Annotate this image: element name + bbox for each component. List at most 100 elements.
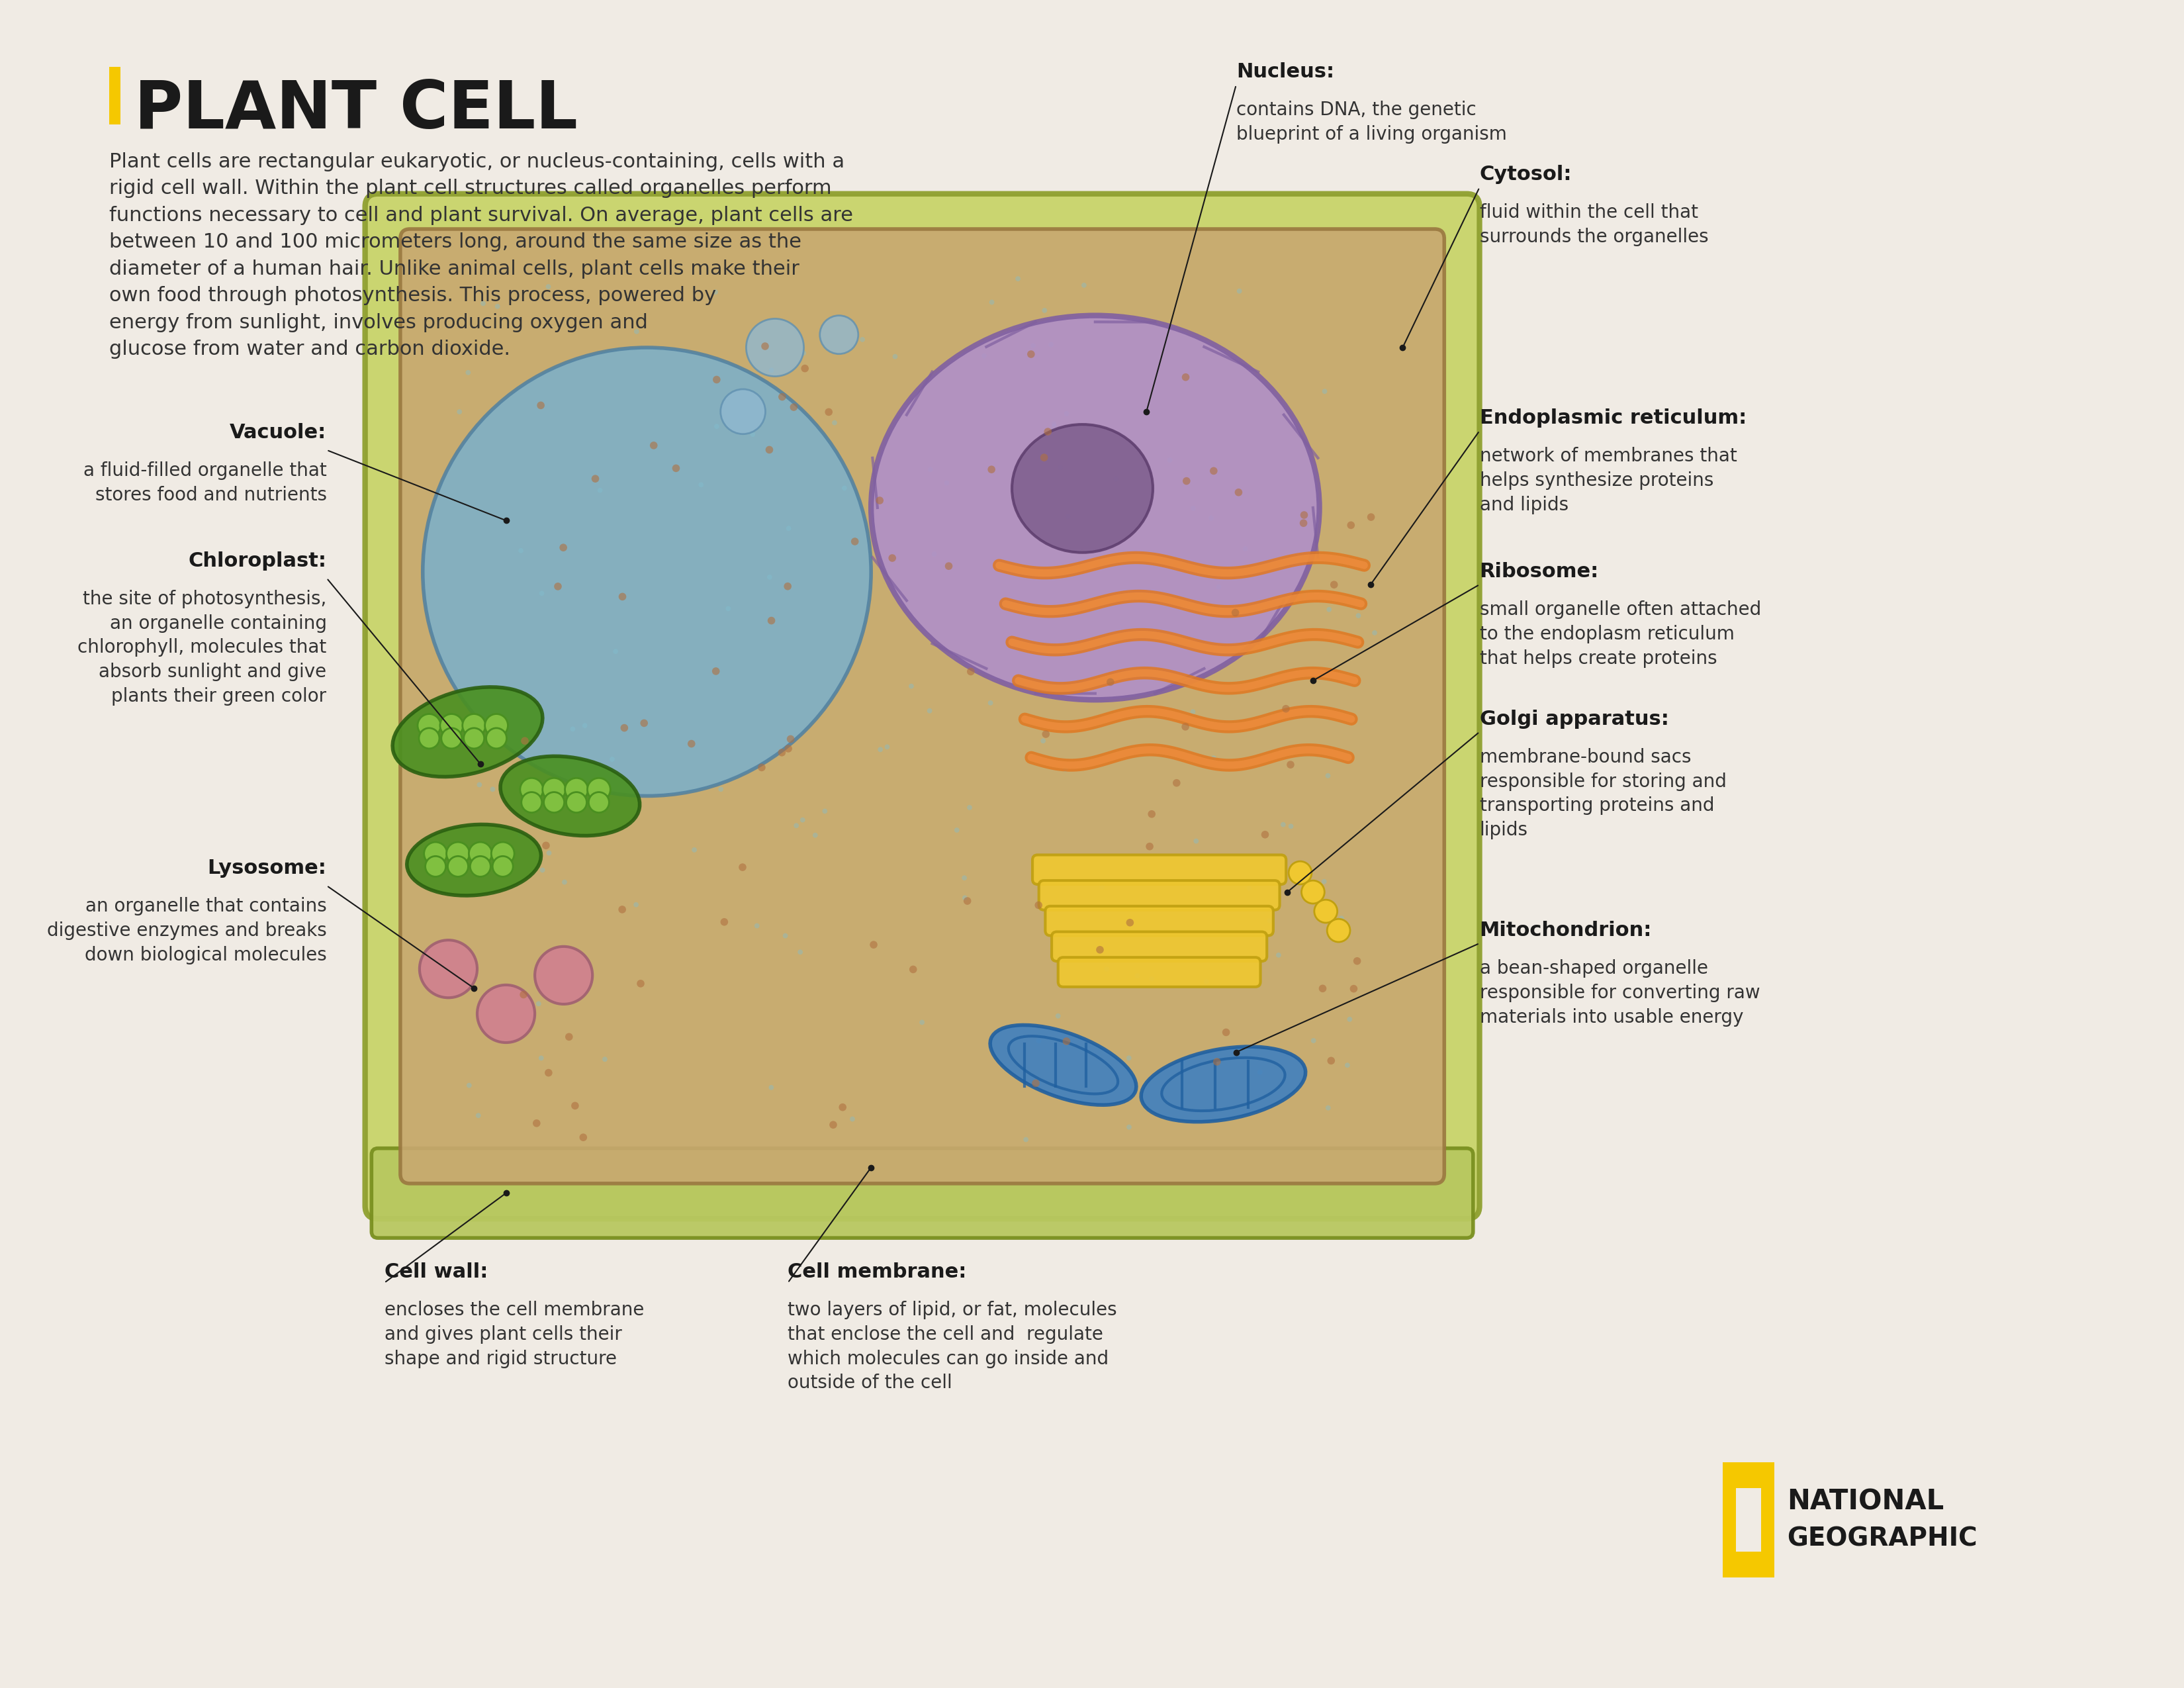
Circle shape (476, 1112, 480, 1117)
Ellipse shape (989, 1025, 1136, 1106)
FancyBboxPatch shape (371, 1148, 1472, 1237)
Circle shape (561, 879, 568, 885)
Circle shape (1282, 706, 1291, 712)
Circle shape (476, 984, 535, 1043)
Circle shape (747, 319, 804, 376)
Circle shape (539, 591, 544, 596)
Circle shape (592, 474, 598, 483)
Circle shape (640, 719, 649, 728)
Circle shape (463, 714, 485, 738)
Circle shape (878, 748, 882, 753)
Circle shape (968, 805, 972, 810)
Circle shape (618, 592, 627, 601)
Circle shape (441, 728, 461, 748)
Circle shape (769, 1085, 773, 1090)
Circle shape (793, 824, 799, 829)
Circle shape (1105, 967, 1109, 972)
Circle shape (638, 979, 644, 987)
Circle shape (1035, 1038, 1042, 1043)
Ellipse shape (393, 687, 542, 776)
Circle shape (1372, 630, 1378, 635)
Circle shape (799, 817, 806, 822)
Circle shape (1249, 645, 1254, 650)
Circle shape (1053, 424, 1057, 429)
Text: Mitochondrion:: Mitochondrion: (1479, 922, 1651, 940)
Circle shape (1223, 1028, 1230, 1036)
Circle shape (919, 1020, 924, 1025)
Circle shape (1051, 420, 1057, 427)
Circle shape (1182, 722, 1190, 731)
Circle shape (786, 525, 791, 532)
FancyBboxPatch shape (1736, 1487, 1760, 1551)
Circle shape (566, 792, 587, 812)
Text: Endoplasmic reticulum:: Endoplasmic reticulum: (1479, 408, 1747, 427)
Circle shape (1040, 738, 1046, 743)
Circle shape (1315, 900, 1337, 923)
Circle shape (712, 376, 721, 383)
Circle shape (719, 787, 723, 792)
Circle shape (546, 851, 553, 856)
Circle shape (797, 949, 804, 955)
Circle shape (603, 1057, 607, 1062)
Circle shape (598, 488, 603, 493)
Circle shape (448, 856, 467, 876)
Text: small organelle often attached
to the endoplasm reticulum
that helps create prot: small organelle often attached to the en… (1479, 601, 1760, 668)
Circle shape (535, 947, 592, 1004)
Circle shape (494, 856, 513, 876)
Circle shape (496, 304, 500, 309)
Circle shape (1275, 952, 1282, 957)
Circle shape (579, 1134, 587, 1141)
Text: an organelle that contains
digestive enzymes and breaks
down biological molecule: an organelle that contains digestive enz… (46, 896, 328, 964)
Circle shape (1040, 454, 1048, 461)
Text: contains DNA, the genetic
blueprint of a living organism: contains DNA, the genetic blueprint of a… (1236, 101, 1507, 143)
Circle shape (1094, 608, 1099, 613)
Circle shape (762, 343, 769, 349)
Circle shape (1147, 842, 1153, 851)
Circle shape (1234, 488, 1243, 496)
Circle shape (987, 701, 994, 706)
Circle shape (826, 408, 832, 415)
Circle shape (1048, 343, 1053, 348)
Circle shape (1356, 613, 1361, 618)
Circle shape (590, 792, 609, 812)
Circle shape (518, 832, 522, 837)
Circle shape (889, 554, 895, 562)
Circle shape (1232, 609, 1238, 616)
Circle shape (1044, 427, 1053, 436)
Circle shape (784, 582, 791, 591)
Circle shape (1190, 506, 1197, 511)
Circle shape (852, 538, 858, 545)
Text: a fluid-filled organelle that
stores food and nutrients: a fluid-filled organelle that stores foo… (83, 461, 328, 505)
Circle shape (1026, 351, 1035, 358)
Circle shape (1042, 307, 1046, 312)
Circle shape (1267, 918, 1271, 923)
Circle shape (968, 668, 974, 675)
Circle shape (537, 402, 544, 408)
Circle shape (456, 408, 463, 414)
Circle shape (1247, 886, 1251, 891)
Circle shape (830, 1121, 836, 1129)
Circle shape (491, 842, 513, 866)
Circle shape (520, 991, 526, 998)
Circle shape (909, 684, 913, 689)
Circle shape (725, 606, 732, 611)
Circle shape (749, 432, 756, 437)
Circle shape (1328, 918, 1350, 942)
Ellipse shape (871, 316, 1319, 701)
Circle shape (463, 728, 485, 748)
Circle shape (1212, 1058, 1221, 1065)
Circle shape (1278, 565, 1284, 571)
Circle shape (778, 393, 786, 400)
Circle shape (692, 847, 697, 852)
Circle shape (812, 832, 817, 837)
Circle shape (446, 842, 470, 866)
FancyBboxPatch shape (365, 194, 1479, 1219)
Circle shape (417, 714, 441, 738)
Circle shape (699, 483, 703, 488)
Text: the site of photosynthesis,
an organelle containing
chlorophyll, molecules that
: the site of photosynthesis, an organelle… (79, 589, 328, 706)
Circle shape (1367, 513, 1376, 522)
Circle shape (876, 496, 885, 505)
Circle shape (758, 763, 767, 771)
FancyBboxPatch shape (1053, 932, 1267, 960)
Circle shape (1299, 511, 1308, 518)
